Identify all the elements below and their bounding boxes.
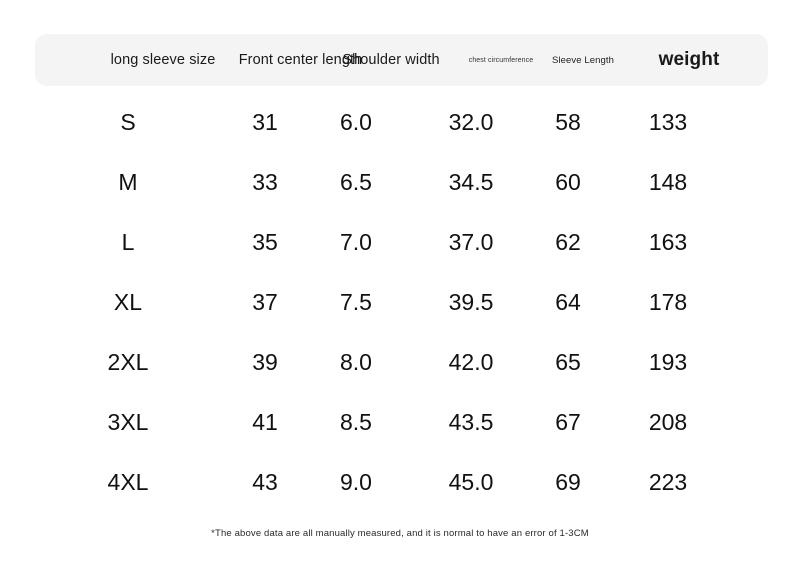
cell-chest-circumference: 39.5 <box>448 288 494 315</box>
column-header-size: long sleeve size <box>110 52 216 68</box>
cell-chest-circumference: 32.0 <box>448 108 494 135</box>
column-header-shoulder-width: Shoulder width <box>342 52 440 68</box>
cell-front-center-length: 39 <box>252 348 278 375</box>
cell-size: M <box>118 168 138 195</box>
cell-front-center-length: 37 <box>252 288 278 315</box>
cell-sleeve-length: 58 <box>555 108 581 135</box>
cell-sleeve-length: 62 <box>555 228 581 255</box>
table-body: S 31 6.0 32.0 58 133 M 33 6.5 34.5 60 14… <box>0 92 800 512</box>
cell-size: 4XL <box>107 468 149 495</box>
cell-shoulder-width: 6.5 <box>340 168 372 195</box>
cell-weight: 193 <box>648 348 688 375</box>
cell-weight: 223 <box>648 468 688 495</box>
cell-chest-circumference: 45.0 <box>448 468 494 495</box>
cell-size: L <box>121 228 135 255</box>
cell-weight: 178 <box>648 288 688 315</box>
cell-front-center-length: 41 <box>252 408 278 435</box>
cell-front-center-length: 33 <box>252 168 278 195</box>
column-header-weight: weight <box>658 49 720 70</box>
cell-chest-circumference: 43.5 <box>448 408 494 435</box>
cell-sleeve-length: 69 <box>555 468 581 495</box>
table-row: 3XL 41 8.5 43.5 67 208 <box>0 392 800 452</box>
cell-chest-circumference: 34.5 <box>448 168 494 195</box>
cell-weight: 163 <box>648 228 688 255</box>
table-row: M 33 6.5 34.5 60 148 <box>0 152 800 212</box>
cell-shoulder-width: 8.0 <box>340 348 372 375</box>
cell-front-center-length: 35 <box>252 228 278 255</box>
cell-shoulder-width: 8.5 <box>340 408 372 435</box>
table-row: 4XL 43 9.0 45.0 69 223 <box>0 452 800 512</box>
table-row: L 35 7.0 37.0 62 163 <box>0 212 800 272</box>
cell-front-center-length: 31 <box>252 108 278 135</box>
column-header-chest-circumference: chest circumference <box>468 56 534 64</box>
table-header-band: long sleeve size Front center length Sho… <box>35 34 768 86</box>
cell-weight: 148 <box>648 168 688 195</box>
cell-chest-circumference: 37.0 <box>448 228 494 255</box>
table-row: S 31 6.0 32.0 58 133 <box>0 92 800 152</box>
cell-sleeve-length: 67 <box>555 408 581 435</box>
cell-sleeve-length: 64 <box>555 288 581 315</box>
cell-size: XL <box>113 288 143 315</box>
cell-sleeve-length: 65 <box>555 348 581 375</box>
cell-sleeve-length: 60 <box>555 168 581 195</box>
cell-shoulder-width: 7.5 <box>340 288 372 315</box>
table-row: 2XL 39 8.0 42.0 65 193 <box>0 332 800 392</box>
cell-weight: 133 <box>648 108 688 135</box>
table-row: XL 37 7.5 39.5 64 178 <box>0 272 800 332</box>
cell-weight: 208 <box>648 408 688 435</box>
column-header-sleeve-length: Sleeve Length <box>551 54 615 66</box>
cell-shoulder-width: 9.0 <box>340 468 372 495</box>
cell-shoulder-width: 6.0 <box>340 108 372 135</box>
cell-size: 2XL <box>107 348 149 375</box>
cell-size: S <box>120 108 136 135</box>
measurement-disclaimer: *The above data are all manually measure… <box>211 528 589 539</box>
cell-shoulder-width: 7.0 <box>340 228 372 255</box>
cell-size: 3XL <box>107 408 149 435</box>
column-header-front-center-length: Front center length <box>238 52 363 68</box>
cell-chest-circumference: 42.0 <box>448 348 494 375</box>
cell-front-center-length: 43 <box>252 468 278 495</box>
